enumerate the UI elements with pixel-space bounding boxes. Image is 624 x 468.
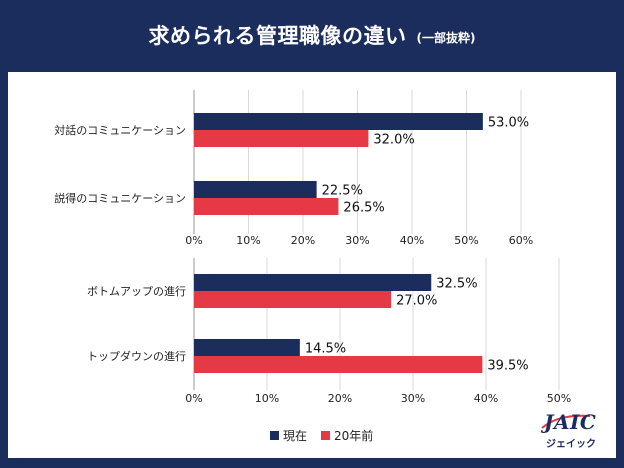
x-tick-label: 50% [547, 392, 571, 405]
category-label: ボトムアップの進行 [87, 285, 186, 298]
legend-label-current: 現在 [283, 429, 308, 443]
legend-swatch-current [270, 431, 279, 440]
x-tick-label: 30% [401, 392, 425, 405]
page-subtitle: (一部抜粋) [416, 30, 476, 45]
legend-swatch-past [321, 431, 331, 440]
data-label: 14.5% [305, 342, 346, 357]
x-tick-label: 0% [185, 234, 202, 247]
x-tick-label: 0% [185, 392, 202, 405]
legend-label-past: 20年前 [334, 429, 374, 443]
category-label: 対話のコミュニケーション [54, 123, 186, 137]
category-label: 説得のコミュニケーション [54, 191, 186, 205]
logo-swoosh-icon [541, 414, 591, 429]
data-label: 27.0% [396, 294, 437, 309]
bar-current [194, 274, 432, 291]
legend-item-past: 20年前 [321, 427, 373, 444]
data-label: 53.0% [488, 116, 529, 131]
x-tick-label: 20% [328, 392, 352, 405]
bar-charts: 0% 10% 20% 30% 40% 50% 60% 対話のコミュニケーション説得のコミュニケ… [54, 90, 571, 405]
data-label: 39.5% [487, 359, 528, 374]
logo-sub-text: ジェイック [546, 439, 596, 450]
x-tick-label: 30% [345, 234, 369, 247]
bar-current [194, 339, 300, 356]
x-tick-label: 50% [454, 234, 478, 247]
x-tick-label: 40% [400, 234, 424, 247]
data-label: 26.5% [343, 201, 384, 216]
bar-past [194, 130, 369, 147]
legend: 現在 20年前 [270, 427, 387, 444]
x-tick-label: 40% [474, 392, 498, 405]
bar-current [194, 181, 317, 198]
x-tick-label: 10% [255, 392, 279, 405]
x-tick-label: 10% [236, 234, 260, 247]
category-label: トップダウンの進行 [87, 349, 186, 363]
jaic-logo: JAIC ジェイック [538, 410, 608, 454]
legend-item-current: 現在 [270, 427, 307, 444]
logo-main-text: JAIC [544, 410, 597, 434]
data-label: 22.5% [322, 184, 363, 199]
data-label: 32.0% [373, 133, 414, 148]
bar-past [194, 356, 483, 373]
x-tick-label: 60% [509, 234, 533, 247]
title-bar: 求められる管理職像の違い (一部抜粋) [0, 0, 624, 70]
bar-past [194, 198, 339, 215]
data-label: 32.5% [436, 277, 477, 292]
bar-past [194, 291, 392, 308]
page-title: 求められる管理職像の違い [148, 24, 407, 48]
chart-panel: 0% 10% 20% 30% 40% 50% 60% 対話のコミュニケーション 説得のコミュニケ… [8, 72, 616, 458]
bar-current [194, 113, 483, 130]
x-tick-label: 20% [291, 234, 315, 247]
